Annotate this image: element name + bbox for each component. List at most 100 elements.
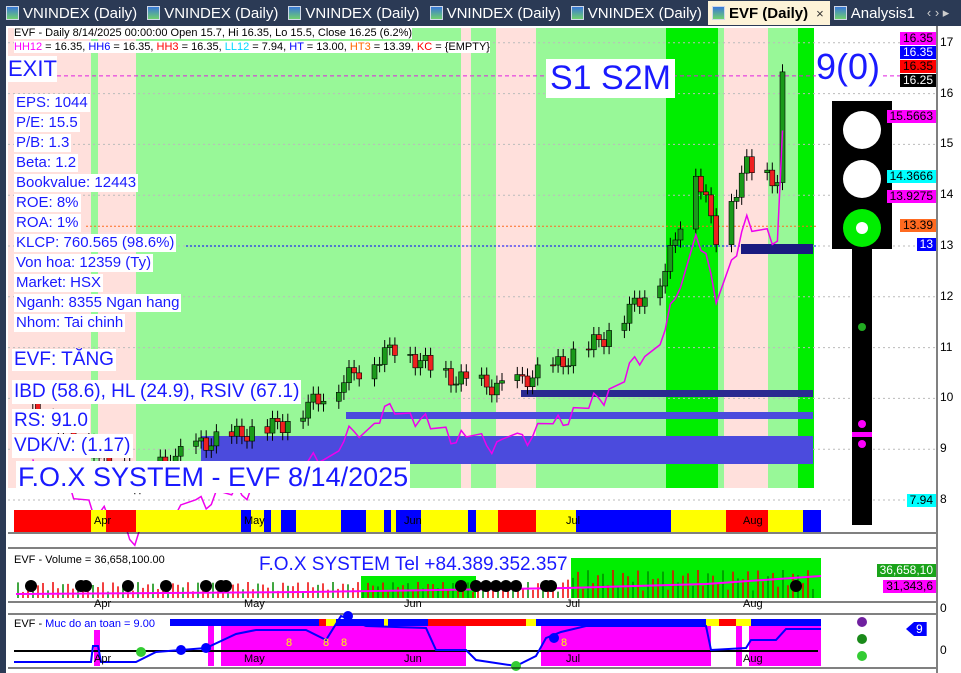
fundamental-item: Beta: 1.2 [14, 154, 79, 172]
candle-body [427, 355, 434, 371]
tab-label: VNINDEX (Daily) [305, 4, 420, 22]
safety-strip-segment [326, 619, 336, 626]
candle-body [713, 215, 720, 245]
trend-strip-segment [14, 510, 91, 532]
pole-dot [858, 420, 866, 428]
candle-body [341, 382, 347, 393]
trend-strip-segment [498, 510, 536, 532]
candle-body [177, 446, 184, 457]
indicator-name: HH12 [14, 41, 43, 53]
price-tag: 7.94 [906, 494, 936, 507]
safety-marker [549, 633, 559, 643]
fundamental-item: EPS: 1044 [14, 94, 90, 112]
month-label: Apr [94, 653, 112, 665]
candle-body [692, 175, 699, 230]
regime-band [461, 28, 471, 488]
trend-strip-segment [391, 510, 396, 532]
candle-body [779, 71, 786, 183]
tab-vnindex-daily[interactable]: VNINDEX (Daily) [2, 1, 143, 25]
safety-strip-segment [536, 619, 706, 626]
candle-body [524, 375, 531, 388]
volume-marker [790, 580, 802, 592]
trend-strip-segment [468, 510, 476, 532]
support-zone [521, 390, 813, 397]
safety-strip-segment [388, 619, 428, 626]
candle-body [529, 377, 536, 388]
safety-strip-segment [526, 619, 536, 626]
signal-s1-s2m: S1 S2M [546, 59, 675, 98]
trend-strip-segment [768, 510, 803, 532]
trend-strip-segment [421, 510, 468, 532]
tab-scroll-arrows[interactable]: ‹ › ▸ [926, 5, 950, 20]
candle-body [478, 374, 485, 379]
candle-body [448, 368, 454, 386]
month-label: Jul [566, 653, 581, 665]
trend-strip-segment [536, 510, 576, 532]
tab-vnindex-daily[interactable]: VNINDEX (Daily) [567, 1, 708, 25]
candle-body [213, 431, 220, 447]
tab-label: Analysis1 [850, 4, 915, 22]
candle-body [534, 364, 541, 379]
price-tag: 15.5663 [886, 110, 936, 123]
volume-marker [500, 580, 512, 592]
close-tab-icon[interactable]: × [816, 5, 824, 21]
month-label: Aug [743, 598, 763, 610]
candle-body [550, 364, 556, 367]
tab-label: VNINDEX (Daily) [587, 4, 702, 22]
candle-body [198, 437, 204, 442]
candle-body [514, 374, 521, 381]
tab-vnindex-daily[interactable]: VNINDEX (Daily) [143, 1, 284, 25]
indicator-name: HH6 [88, 41, 111, 53]
month-label: Jul [566, 598, 581, 610]
trend-strip-segment [803, 510, 821, 532]
exit-label: EXIT [8, 56, 57, 82]
candle-body [499, 380, 505, 384]
trend-strip-segment [476, 510, 498, 532]
indicator-value: = {EMPTY} [432, 41, 490, 53]
safety-prefix: EVF - [14, 618, 46, 630]
price-tick: 17 [940, 34, 954, 49]
price-tick: 10 [940, 390, 954, 405]
safety-strip-segment [428, 619, 456, 626]
indicator-value: = 13.39, [370, 41, 417, 53]
status-dot [857, 617, 867, 627]
candle-body [483, 374, 490, 388]
pole-dot [858, 323, 866, 331]
safety-strip-segment [319, 619, 326, 626]
safety-line [14, 614, 821, 668]
month-label: May [244, 653, 265, 665]
volume-pane-title: EVF - Volume = 36,658,100.00 [14, 554, 165, 566]
price-tag: 14.3666 [886, 170, 936, 183]
volume-ma-line [15, 575, 822, 595]
volume-marker [480, 580, 492, 592]
month-label: May [244, 598, 265, 610]
fundamental-item: Market: HSX [14, 274, 104, 292]
indicator-name: LL12 [224, 41, 250, 53]
tab-evf-daily[interactable]: EVF (Daily) × [707, 1, 830, 25]
fundamental-item: Nganh: 8355 Ngan hang [14, 294, 182, 312]
trend-strip-segment [396, 510, 421, 532]
indicator-value: = 16.35, [110, 41, 157, 53]
candle-body [667, 245, 674, 272]
candle-body [443, 368, 449, 371]
tab-vnindex-daily[interactable]: VNINDEX (Daily) [284, 1, 425, 25]
candle-body [249, 426, 255, 442]
safety-8-marker: 8 [561, 637, 567, 649]
trend-strip-segment [91, 510, 106, 532]
chart-icon [429, 6, 443, 20]
safety-marker [343, 611, 353, 621]
indicator-value: = 16.35, [178, 41, 225, 53]
safety-band [749, 626, 821, 666]
regime-band [724, 28, 768, 488]
s1-label: S1 [550, 59, 592, 97]
tab-analysis1[interactable]: Analysis1 [830, 1, 921, 25]
candle-body [453, 383, 459, 386]
indicator-name: HT [289, 41, 304, 53]
candle-body [621, 322, 628, 331]
candle-body [636, 297, 643, 307]
candle-body [234, 425, 240, 437]
tab-vnindex-daily[interactable]: VNINDEX (Daily) [426, 1, 567, 25]
candle-body [565, 365, 572, 368]
chart-icon [147, 6, 161, 20]
